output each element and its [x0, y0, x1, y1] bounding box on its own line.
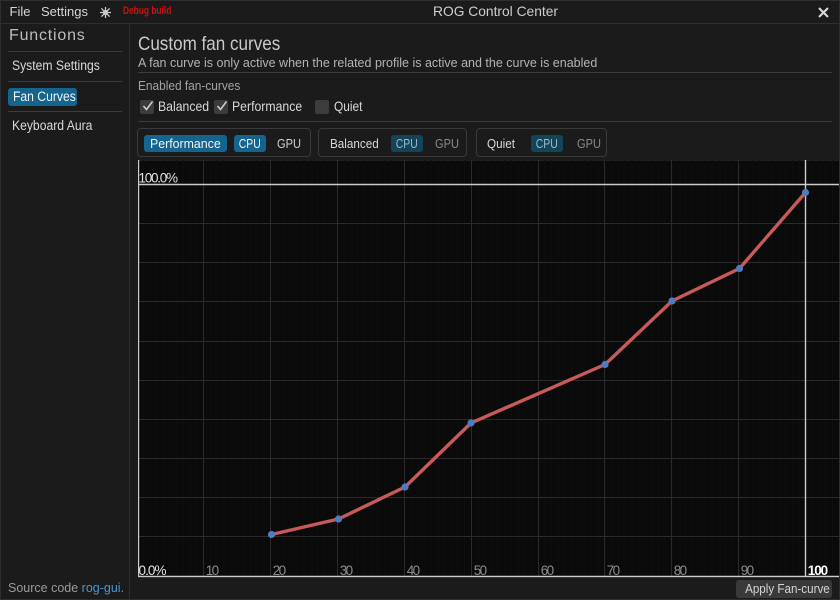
svg-text:70: 70 — [607, 563, 621, 578]
svg-text:90: 90 — [741, 563, 755, 578]
svg-text:60: 60 — [541, 563, 555, 578]
svg-text:100.0%: 100.0% — [139, 171, 179, 186]
svg-text:30: 30 — [340, 563, 354, 578]
svg-text:10: 10 — [206, 563, 220, 578]
svg-text:50: 50 — [474, 563, 488, 578]
svg-text:20: 20 — [273, 563, 287, 578]
svg-text:0.0%: 0.0% — [139, 563, 167, 578]
svg-text:80: 80 — [674, 563, 688, 578]
svg-text:40: 40 — [407, 563, 421, 578]
svg-text:100: 100 — [808, 563, 829, 578]
